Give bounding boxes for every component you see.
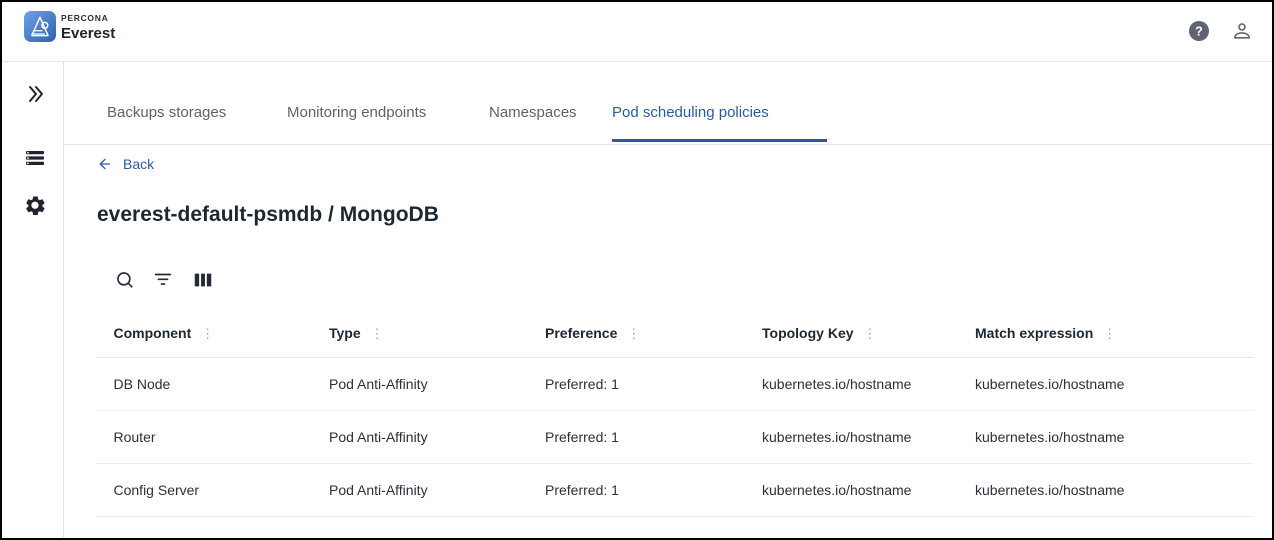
svg-text:?: ? <box>1195 25 1203 39</box>
